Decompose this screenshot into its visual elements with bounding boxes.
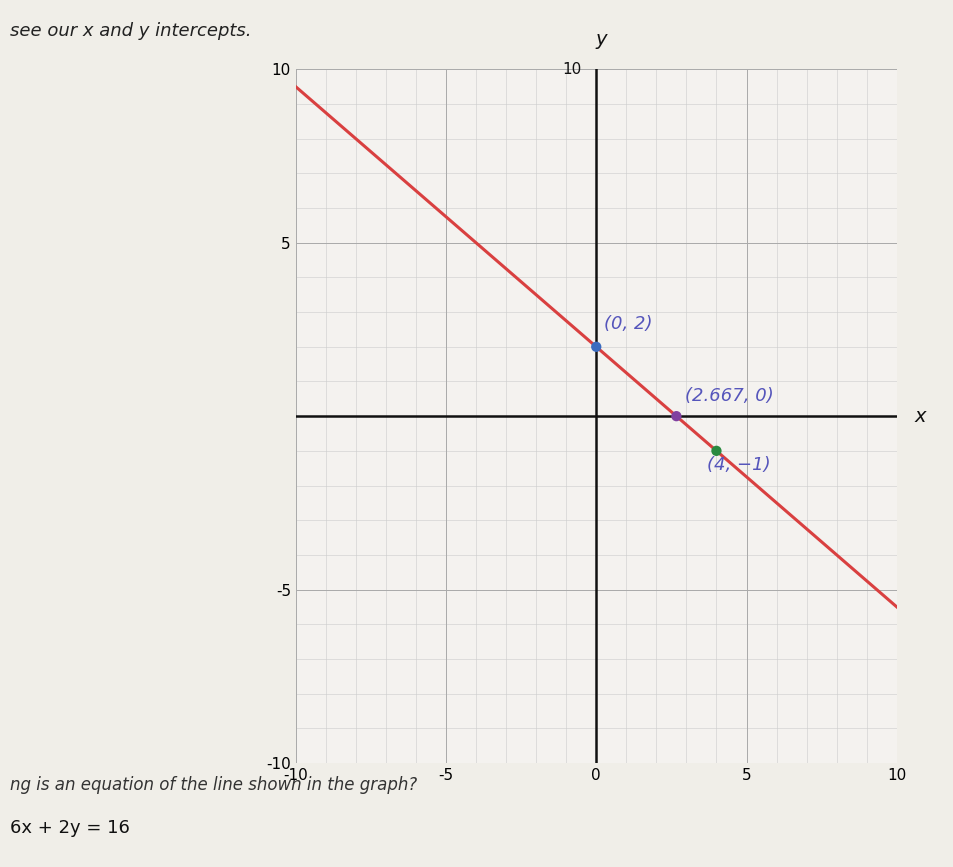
Text: (4, −1): (4, −1) bbox=[707, 456, 770, 474]
Point bbox=[668, 409, 683, 423]
Text: (2.667, 0): (2.667, 0) bbox=[684, 387, 773, 405]
Text: 10: 10 bbox=[561, 62, 580, 77]
Text: x: x bbox=[914, 407, 925, 426]
Point bbox=[588, 340, 603, 354]
Text: y: y bbox=[595, 29, 606, 49]
Text: 6x + 2y = 16: 6x + 2y = 16 bbox=[10, 819, 130, 838]
Point bbox=[708, 444, 723, 458]
Text: see our x and y intercepts.: see our x and y intercepts. bbox=[10, 22, 251, 40]
Text: (0, 2): (0, 2) bbox=[603, 316, 652, 334]
Text: ng is an equation of the line shown in the graph?: ng is an equation of the line shown in t… bbox=[10, 776, 416, 794]
